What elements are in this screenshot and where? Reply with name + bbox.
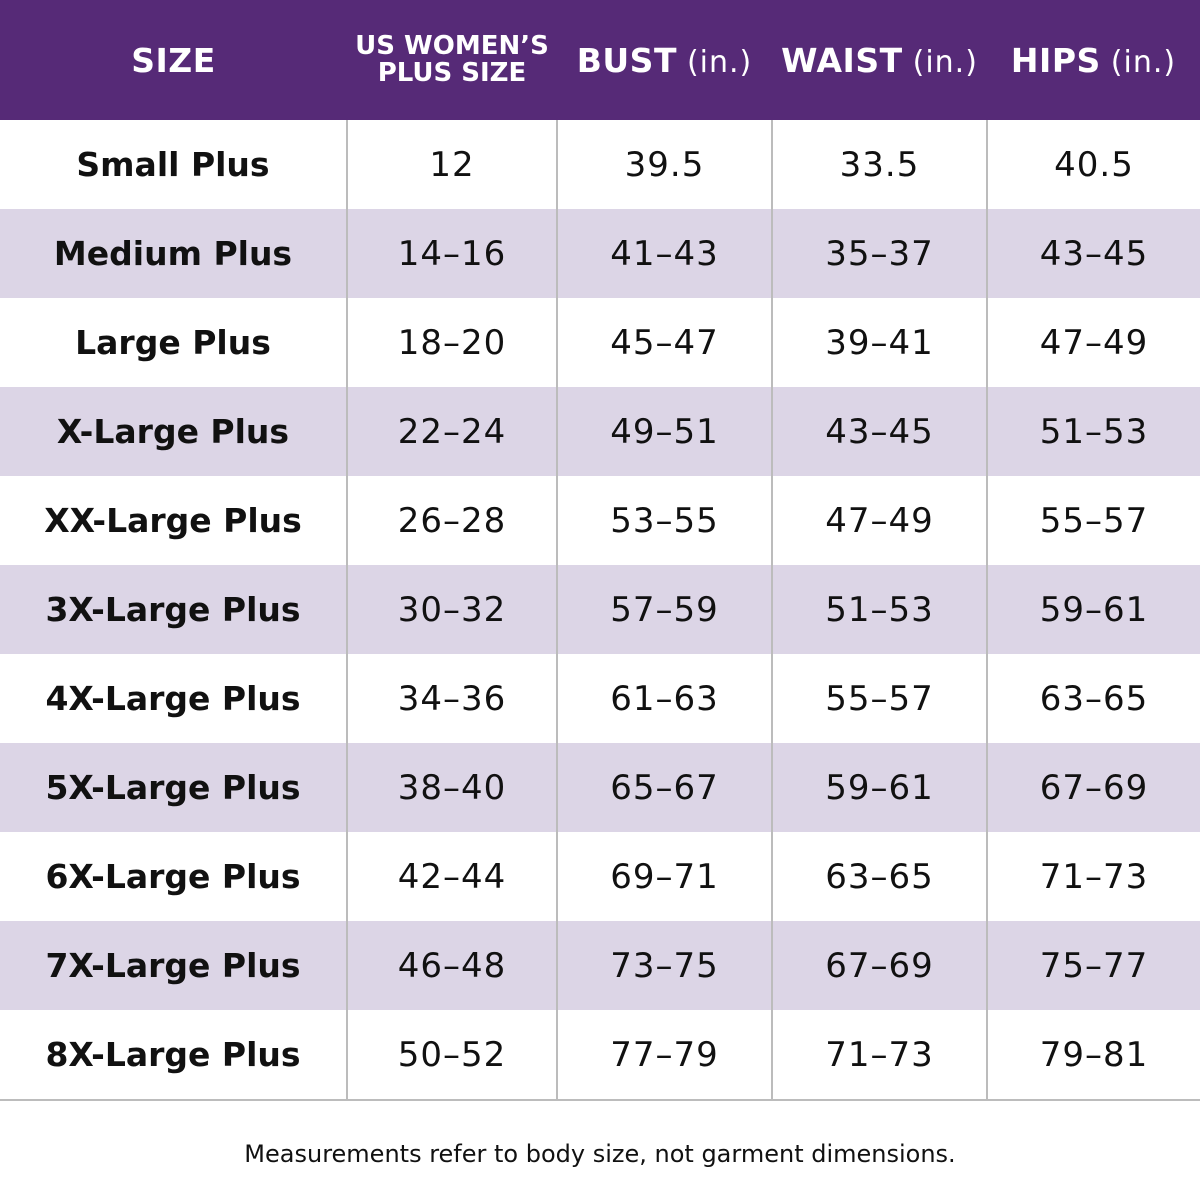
bust-cell: 57–59 [557,565,773,654]
waist-cell: 33.5 [772,120,988,209]
size-chart-table: SIZE US WOMEN’S PLUS SIZE BUST (in.) WAIS… [0,0,1200,1101]
size-cell: 4X-Large Plus [0,654,348,743]
us-size-cell: 42–44 [347,832,558,921]
hips-cell: 43–45 [1039,233,1149,274]
bust-cell: 49–51 [557,387,773,476]
header-us-plus-label: US WOMEN’S PLUS SIZE [355,33,549,87]
bust-cell: 53–55 [557,476,773,565]
bust-cell: 45–47 [557,298,773,387]
header-waist-label: WAIST [781,40,903,80]
size-cell: Large Plus [0,298,348,387]
hips-cell: 71–73 [1039,856,1149,897]
waist-cell: 63–65 [772,832,988,921]
us-size-cell: 22–24 [347,387,558,476]
hips-cell: 40.5 [1054,144,1134,185]
table-row: XX-Large Plus 26–28 53–55 47–49 55–57 [0,476,1200,565]
us-size-cell: 34–36 [347,654,558,743]
table-row: Medium Plus 14–16 41–43 35–37 43–45 [0,209,1200,298]
header-hips-unit: (in.) [1110,44,1177,80]
hips-cell: 75–77 [1039,945,1149,986]
size-cell: Small Plus [0,120,348,209]
size-cell: XX-Large Plus [0,476,348,565]
size-cell: 3X-Large Plus [0,565,348,654]
header-hips-label: HIPS [1010,40,1101,80]
us-size-cell: 26–28 [347,476,558,565]
hips-cell: 55–57 [1039,500,1149,541]
hips-cell: 79–81 [987,1010,1200,1101]
table-row: 4X-Large Plus 34–36 61–63 55–57 63–65 [0,654,1200,743]
size-cell: 5X-Large Plus [0,743,348,832]
waist-cell: 47–49 [772,476,988,565]
table-row: X-Large Plus 22–24 49–51 43–45 51–53 [0,387,1200,476]
table-row: 7X-Large Plus 46–48 73–75 67–69 75–77 [0,921,1200,1010]
table-header-row: SIZE US WOMEN’S PLUS SIZE BUST (in.) WAIS… [0,0,1200,120]
bust-cell: 39.5 [557,120,773,209]
header-bust-label: BUST [576,40,677,80]
us-size-cell: 12 [347,120,558,209]
size-cell: 7X-Large Plus [0,921,348,1010]
waist-cell: 67–69 [772,921,988,1010]
header-waist-unit: (in.) [912,44,978,80]
waist-cell: 35–37 [772,209,988,298]
waist-cell: 59–61 [772,743,988,832]
size-cell: 8X-Large Plus [0,1010,348,1101]
header-size: SIZE [0,0,347,120]
waist-cell: 39–41 [772,298,988,387]
bust-cell: 69–71 [557,832,773,921]
header-bust: BUST (in.) [557,0,772,120]
us-size-cell: 18–20 [347,298,558,387]
header-hips: HIPS (in.) [987,0,1200,120]
table-row: Large Plus 18–20 45–47 39–41 47–49 [0,298,1200,387]
hips-cell: 47–49 [1039,322,1149,363]
waist-cell: 43–45 [772,387,988,476]
bust-cell: 77–79 [557,1010,773,1101]
header-waist: WAIST (in.) [772,0,987,120]
us-size-cell: 14–16 [347,209,558,298]
us-size-cell: 30–32 [347,565,558,654]
bust-cell: 61–63 [557,654,773,743]
header-bust-unit: (in.) [686,44,753,80]
us-size-cell: 38–40 [347,743,558,832]
header-us-womens-plus-size: US WOMEN’S PLUS SIZE [347,0,557,120]
waist-cell: 55–57 [772,654,988,743]
header-us-plus-line1: US WOMEN’S [355,31,549,61]
header-us-plus-line2: PLUS SIZE [377,58,527,88]
header-size-label: SIZE [131,40,216,80]
hips-cell: 51–53 [1039,411,1149,452]
waist-cell: 71–73 [772,1010,988,1101]
us-size-cell: 50–52 [347,1010,558,1101]
bust-cell: 65–67 [557,743,773,832]
table-row: 3X-Large Plus 30–32 57–59 51–53 59–61 [0,565,1200,654]
bust-cell: 73–75 [557,921,773,1010]
waist-cell: 51–53 [772,565,988,654]
table-row: 6X-Large Plus 42–44 69–71 63–65 71–73 [0,832,1200,921]
us-size-cell: 46–48 [347,921,558,1010]
hips-cell: 63–65 [1039,678,1149,719]
size-cell: Medium Plus [0,209,348,298]
table-row: Small Plus 12 39.5 33.5 40.5 [0,120,1200,209]
size-cell: 6X-Large Plus [0,832,348,921]
hips-cell: 67–69 [1039,767,1149,808]
size-cell: X-Large Plus [0,387,348,476]
table-row: 5X-Large Plus 38–40 65–67 59–61 67–69 [0,743,1200,832]
footnote: Measurements refer to body size, not gar… [244,1140,956,1168]
bust-cell: 41–43 [557,209,773,298]
hips-cell: 59–61 [1039,589,1149,630]
table-row: 8X-Large Plus 50–52 77–79 71–73 79–81 [0,1010,1200,1101]
